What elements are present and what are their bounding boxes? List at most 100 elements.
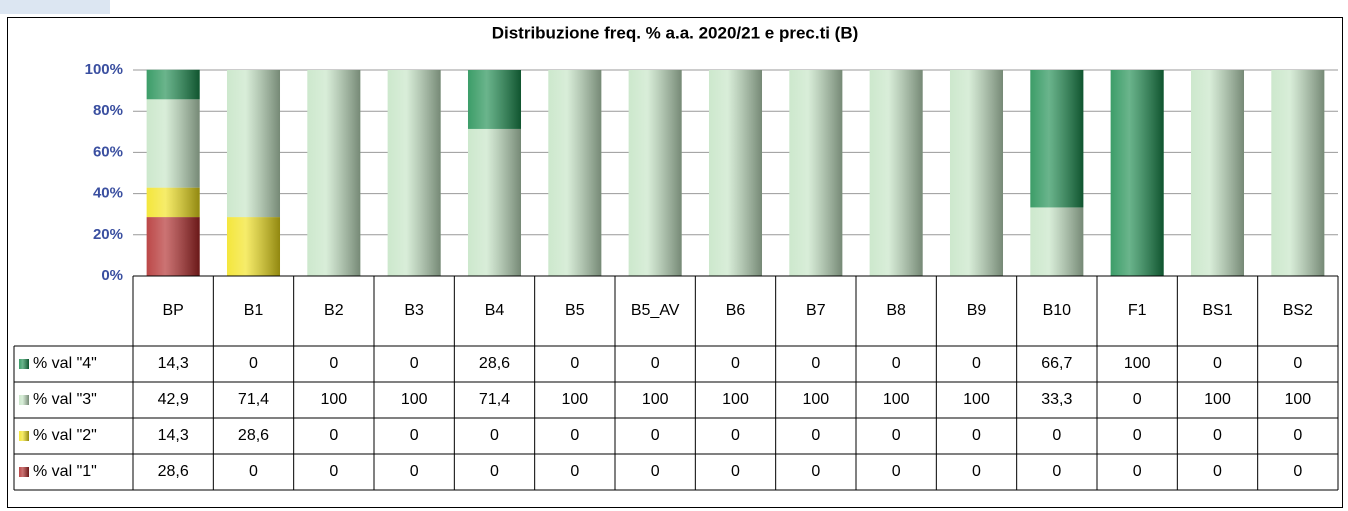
table-value: 100 <box>561 391 588 408</box>
bar-shade <box>467 70 522 129</box>
bar-shade <box>226 217 281 276</box>
bar-shade <box>1271 70 1325 276</box>
table-value: 0 <box>410 355 419 372</box>
x-tick-label: B6 <box>726 302 746 319</box>
table-value: 100 <box>401 391 428 408</box>
y-tick-label: 20% <box>93 226 123 243</box>
table-value: 0 <box>1213 427 1222 444</box>
table-value: 0 <box>1052 427 1061 444</box>
x-tick-label: BP <box>162 302 183 319</box>
table-value: 0 <box>570 463 579 480</box>
chart-title: Distribuzione freq. % a.a. 2020/21 e pre… <box>492 23 859 42</box>
bar-shade <box>146 99 200 188</box>
x-tick-label: B2 <box>324 302 344 319</box>
bar-shade <box>1110 70 1164 276</box>
x-tick-label: B5_AV <box>631 302 680 319</box>
legend-key-shade <box>19 467 29 477</box>
bar-shade <box>146 69 200 100</box>
table-value: 0 <box>892 427 901 444</box>
x-tick-label: B10 <box>1043 302 1072 319</box>
y-tick-label: 80% <box>93 102 123 119</box>
table-value: 0 <box>249 355 258 372</box>
table-value: 14,3 <box>158 427 189 444</box>
table-value: 0 <box>892 463 901 480</box>
table-value: 0 <box>651 427 660 444</box>
x-tick-label: B9 <box>967 302 987 319</box>
table-value: 0 <box>329 427 338 444</box>
table-value: 0 <box>570 427 579 444</box>
legend-key-shade <box>19 395 29 405</box>
table-value: 0 <box>329 463 338 480</box>
table-value: 71,4 <box>479 391 510 408</box>
table-value: 0 <box>1293 355 1302 372</box>
bar-shade <box>307 70 361 276</box>
bar-shade <box>146 187 200 218</box>
y-tick-label: 100% <box>85 61 123 78</box>
table-value: 0 <box>892 355 901 372</box>
bar-shade <box>789 70 843 276</box>
x-tick-label: B5 <box>565 302 585 319</box>
bar-shade <box>387 70 441 276</box>
table-value: 100 <box>1204 391 1231 408</box>
legend-key-shade <box>19 359 29 369</box>
bar-shade <box>949 70 1004 276</box>
table-value: 0 <box>811 427 820 444</box>
table-value: 28,6 <box>479 355 510 372</box>
bar-shade <box>146 217 200 276</box>
bar-shade <box>708 70 763 276</box>
table-value: 0 <box>731 427 740 444</box>
legend-key-shade <box>19 431 29 441</box>
table-value: 0 <box>1052 463 1061 480</box>
table-value: 100 <box>1284 391 1311 408</box>
bar-shade <box>1030 207 1084 276</box>
x-tick-label: B8 <box>886 302 906 319</box>
x-tick-label: F1 <box>1128 302 1147 319</box>
table-value: 0 <box>570 355 579 372</box>
table-value: 28,6 <box>158 463 189 480</box>
table-value: 0 <box>811 355 820 372</box>
table-value: 100 <box>1124 355 1151 372</box>
y-tick-label: 60% <box>93 143 123 160</box>
table-value: 33,3 <box>1041 391 1072 408</box>
table-value: 0 <box>1213 355 1222 372</box>
x-tick-label: B3 <box>404 302 424 319</box>
bar-shade <box>467 128 522 276</box>
legend-label: % val "4" <box>33 355 97 372</box>
x-tick-label: BS1 <box>1202 302 1232 319</box>
table-value: 100 <box>722 391 749 408</box>
x-tick-label: B7 <box>806 302 826 319</box>
table-value: 0 <box>731 463 740 480</box>
bar-shade <box>869 70 923 276</box>
table-value: 0 <box>410 427 419 444</box>
table-value: 100 <box>320 391 347 408</box>
table-value: 0 <box>410 463 419 480</box>
bar-shade <box>1030 70 1084 208</box>
table-value: 0 <box>490 463 499 480</box>
table-value: 0 <box>811 463 820 480</box>
table-value: 0 <box>651 355 660 372</box>
x-tick-label: BS2 <box>1283 302 1313 319</box>
table-value: 42,9 <box>158 391 189 408</box>
table-value: 100 <box>963 391 990 408</box>
table-value: 0 <box>1293 463 1302 480</box>
table-value: 0 <box>972 463 981 480</box>
bar-shade <box>1190 70 1245 276</box>
table-value: 0 <box>1133 391 1142 408</box>
table-value: 0 <box>1213 463 1222 480</box>
y-tick-label: 40% <box>93 185 123 202</box>
table-value: 0 <box>1133 427 1142 444</box>
legend-label: % val "3" <box>33 391 97 408</box>
bar-shade <box>548 70 602 276</box>
table-value: 14,3 <box>158 355 189 372</box>
table-value: 100 <box>642 391 669 408</box>
table-value: 0 <box>490 427 499 444</box>
table-value: 0 <box>731 355 740 372</box>
table-value: 0 <box>329 355 338 372</box>
bar-shade <box>628 70 682 276</box>
table-value: 0 <box>1133 463 1142 480</box>
table-value: 0 <box>1293 427 1302 444</box>
x-tick-label: B1 <box>244 302 264 319</box>
y-tick-label: 0% <box>101 267 123 284</box>
bar-shade <box>226 70 281 218</box>
